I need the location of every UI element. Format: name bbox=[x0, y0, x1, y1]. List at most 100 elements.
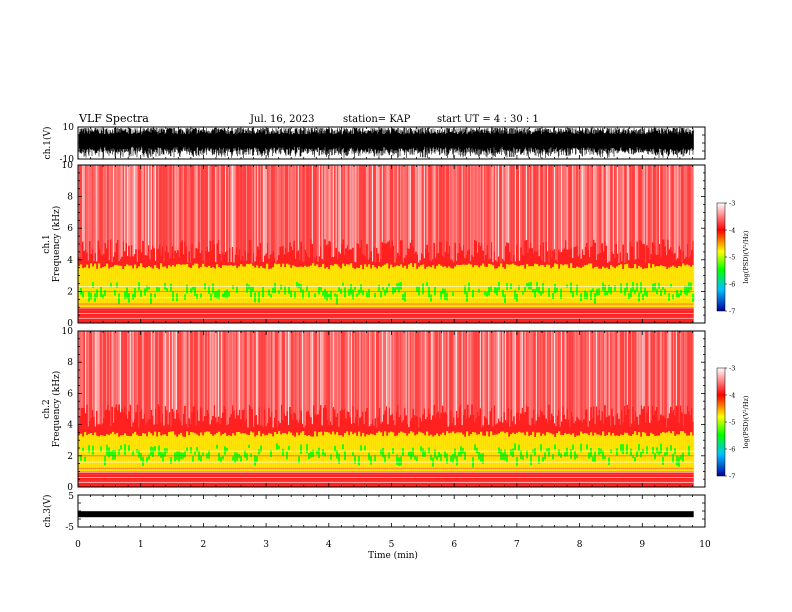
spectrogram-core bbox=[300, 444, 303, 455]
spectrogram-streak bbox=[561, 165, 563, 253]
spectrogram-streak bbox=[598, 165, 600, 254]
spectrogram-core bbox=[290, 290, 293, 298]
spectrogram-core bbox=[178, 451, 181, 462]
spectrogram-streak bbox=[509, 165, 511, 252]
spectrogram-streak bbox=[223, 165, 225, 255]
spectrogram-streak bbox=[400, 331, 402, 416]
spectrogram-core bbox=[96, 289, 99, 298]
spectrogram-core bbox=[110, 451, 113, 456]
spectrogram-streak bbox=[677, 165, 679, 259]
spectrogram-streak bbox=[607, 165, 609, 263]
spectrogram-emission bbox=[482, 263, 485, 308]
spectrogram-emission bbox=[462, 264, 465, 308]
spectrogram-streak bbox=[302, 165, 304, 262]
spectrogram-core bbox=[564, 452, 567, 457]
spectrogram-streak bbox=[316, 331, 318, 416]
spectrogram-streak bbox=[279, 331, 281, 424]
spectrogram-streak bbox=[674, 165, 676, 254]
spectrogram-emission bbox=[252, 432, 255, 472]
spectrogram-streak bbox=[531, 331, 533, 418]
spectrogram-streak bbox=[626, 331, 628, 405]
spectrogram-core bbox=[420, 446, 423, 452]
spectrogram-emission bbox=[196, 434, 199, 472]
spectrogram-core bbox=[90, 292, 93, 300]
spectrogram-streak bbox=[208, 165, 210, 252]
spectrogram-core bbox=[310, 451, 313, 458]
spectrogram-emission bbox=[146, 436, 149, 472]
spectrogram-streak bbox=[120, 331, 122, 413]
spectrogram-emission bbox=[514, 264, 517, 308]
spectrogram-emission bbox=[684, 433, 687, 472]
spectrogram-streak bbox=[460, 331, 462, 405]
spectrogram-core bbox=[534, 289, 537, 298]
spectrogram-core bbox=[580, 293, 583, 301]
spectrogram-streak bbox=[659, 331, 661, 421]
spectrogram-streak bbox=[549, 331, 551, 421]
spectrogram-streak bbox=[667, 331, 669, 419]
spectrogram-streak bbox=[446, 331, 448, 415]
spectrogram-core bbox=[358, 455, 361, 466]
spectrogram-streak bbox=[307, 331, 309, 411]
spectrogram-emission bbox=[236, 432, 239, 472]
spectrogram-streak bbox=[194, 331, 196, 406]
spectrogram-streak bbox=[626, 165, 628, 253]
spectrogram-streak bbox=[355, 331, 357, 418]
spectrogram-streak bbox=[675, 165, 677, 260]
spectrogram-streak bbox=[313, 165, 315, 263]
spectrogram-emission bbox=[634, 264, 637, 308]
spectrogram-emission bbox=[474, 432, 477, 472]
spectrogram-streak bbox=[160, 165, 162, 256]
spectrogram-streak bbox=[526, 331, 528, 406]
spectrogram-emission bbox=[262, 433, 265, 472]
spectrogram-streak bbox=[362, 331, 364, 412]
spectrogram-streak bbox=[295, 165, 297, 260]
spectrogram-streak bbox=[169, 331, 171, 413]
time-tick-label: 7 bbox=[514, 540, 520, 550]
spectrogram-streak bbox=[83, 165, 85, 251]
spectrogram-streak bbox=[474, 165, 476, 240]
spectrogram-streak bbox=[341, 165, 343, 245]
spectrogram-streak bbox=[629, 331, 631, 427]
spectrogram-core bbox=[608, 457, 611, 465]
spectrogram-streak bbox=[394, 331, 396, 426]
spectrogram-streak bbox=[612, 165, 614, 254]
spectrogram-streak bbox=[622, 165, 624, 245]
spectrogram-emission bbox=[496, 434, 499, 472]
spectrogram-streak bbox=[134, 331, 136, 420]
spectrogram-core bbox=[622, 444, 625, 455]
spectrogram-streak bbox=[108, 165, 110, 261]
spectrogram-streak bbox=[628, 331, 630, 410]
spectrogram-streak bbox=[437, 165, 439, 254]
spectrogram-streak bbox=[528, 331, 530, 425]
spectrogram-core bbox=[222, 293, 225, 297]
spectrogram-streak bbox=[286, 165, 288, 253]
spectrogram-streak bbox=[629, 165, 631, 243]
spectrogram-streak bbox=[640, 331, 642, 406]
spectrogram-emission bbox=[406, 435, 409, 472]
spectrogram-streak bbox=[104, 165, 106, 243]
spectrogram-streak bbox=[689, 331, 691, 416]
spectrogram-core bbox=[626, 444, 629, 455]
spectrogram-streak bbox=[582, 331, 584, 423]
spectrogram-streak bbox=[330, 331, 332, 422]
spectrogram-streak bbox=[220, 331, 222, 418]
spectrogram-streak bbox=[568, 331, 570, 420]
spectrogram-emission bbox=[620, 434, 623, 472]
spectrogram-streak bbox=[568, 165, 570, 250]
spectrogram-streak bbox=[272, 165, 274, 252]
spectrogram-streak bbox=[247, 165, 249, 254]
spectrogram-emission bbox=[106, 263, 109, 308]
spectrogram-core bbox=[426, 282, 429, 287]
spectrogram-core bbox=[164, 448, 167, 457]
spectrogram-emission bbox=[340, 268, 343, 308]
spectrogram-core bbox=[688, 282, 691, 293]
spectrogram-core bbox=[526, 450, 529, 459]
spectrogram-streak bbox=[353, 165, 355, 262]
spectrogram-streak bbox=[554, 331, 556, 424]
spectrogram-core bbox=[202, 452, 205, 456]
spectrogram-emission bbox=[402, 267, 405, 308]
spectrogram-streak bbox=[227, 331, 229, 425]
spectrogram-streak bbox=[206, 331, 208, 410]
spectrogram-streak bbox=[575, 331, 577, 422]
spectrogram-emission bbox=[682, 263, 685, 308]
